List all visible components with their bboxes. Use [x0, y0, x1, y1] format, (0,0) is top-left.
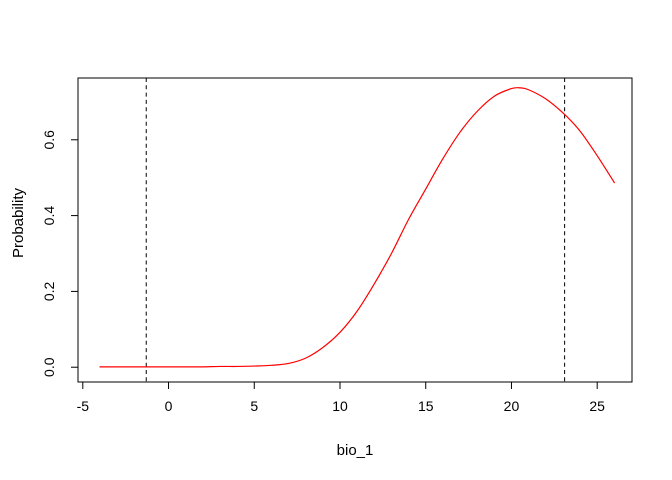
- threshold-vlines-group: [145, 78, 566, 382]
- x-tick-label: 20: [504, 398, 520, 414]
- x-tick-label: 0: [165, 398, 173, 414]
- y-tick-label: 0.0: [41, 357, 57, 377]
- y-tick-label: 0.6: [41, 130, 57, 150]
- y-axis-title: Probability: [10, 187, 27, 258]
- y-tick-label: 0.2: [41, 281, 57, 301]
- x-tick-label: 5: [250, 398, 258, 414]
- y-axis: 0.0 0.2 0.4 0.6: [41, 130, 78, 377]
- x-axis-title: bio_1: [337, 442, 374, 459]
- response-curve: [99, 87, 615, 368]
- y-tick-label: 0.4: [41, 206, 57, 226]
- x-tick-label: 10: [332, 398, 348, 414]
- x-tick-label: 25: [589, 398, 605, 414]
- x-axis: -5 0 5 10 15 20 25: [77, 382, 605, 414]
- x-tick-label: -5: [77, 398, 90, 414]
- x-tick-label: 15: [418, 398, 434, 414]
- plot-box: [77, 77, 633, 383]
